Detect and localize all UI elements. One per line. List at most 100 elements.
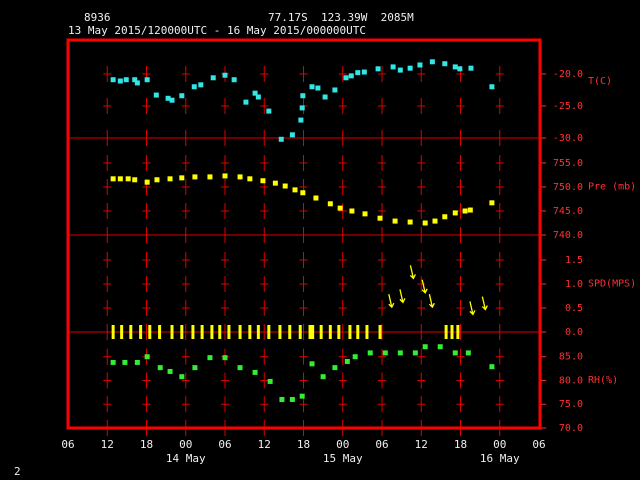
y-tick-label: 750.0 bbox=[553, 182, 583, 193]
data-point bbox=[313, 195, 319, 201]
y-tick-label: 80.0 bbox=[559, 375, 583, 386]
wind-arrow bbox=[421, 279, 428, 294]
data-point bbox=[417, 62, 423, 68]
wind-arrow bbox=[409, 265, 416, 280]
calm-marker bbox=[356, 325, 360, 339]
data-point bbox=[110, 359, 116, 365]
data-point bbox=[144, 179, 150, 185]
calm-marker bbox=[200, 325, 204, 339]
y-axis-label: Pre (mb) bbox=[588, 182, 636, 193]
calm-marker bbox=[120, 325, 124, 339]
calm-marker bbox=[170, 325, 174, 339]
data-point bbox=[343, 75, 349, 81]
date-label: 14 May bbox=[166, 452, 206, 465]
y-tick-label: 0.0 bbox=[565, 327, 583, 338]
y-tick-label: 70.0 bbox=[559, 423, 583, 434]
data-point bbox=[327, 201, 333, 207]
calm-marker bbox=[444, 325, 448, 339]
data-point bbox=[468, 65, 474, 71]
date-label: 15 May bbox=[323, 452, 363, 465]
data-point bbox=[222, 173, 228, 179]
data-point bbox=[489, 364, 495, 370]
data-point bbox=[349, 208, 355, 214]
data-point bbox=[375, 66, 381, 72]
wind-arrow bbox=[481, 296, 488, 311]
calm-marker bbox=[456, 325, 460, 339]
data-point bbox=[167, 176, 173, 182]
data-point bbox=[198, 82, 204, 88]
data-point bbox=[362, 211, 368, 217]
x-tick-label: 18 bbox=[140, 438, 153, 451]
data-point bbox=[465, 350, 471, 356]
data-point bbox=[252, 90, 258, 96]
x-tick-label: 06 bbox=[218, 438, 231, 451]
x-tick-label: 12 bbox=[101, 438, 114, 451]
data-point bbox=[154, 177, 160, 183]
data-point bbox=[322, 94, 328, 100]
calm-marker bbox=[139, 325, 143, 339]
wind-arrow bbox=[388, 294, 395, 309]
calm-marker bbox=[256, 325, 260, 339]
calm-marker bbox=[319, 325, 323, 339]
x-tick-label: 00 bbox=[493, 438, 506, 451]
data-point bbox=[437, 344, 443, 350]
y-tick-label: 1.0 bbox=[565, 279, 583, 290]
data-point bbox=[117, 176, 123, 182]
data-point bbox=[237, 365, 243, 371]
y-tick-label: 85.0 bbox=[559, 352, 583, 363]
calm-marker bbox=[248, 325, 252, 339]
calm-marker bbox=[348, 325, 352, 339]
data-point bbox=[377, 215, 383, 221]
data-point bbox=[165, 95, 171, 101]
calm-marker bbox=[311, 325, 315, 339]
data-point bbox=[442, 214, 448, 220]
data-point bbox=[260, 178, 266, 184]
calm-marker bbox=[148, 325, 152, 339]
x-tick-label: 18 bbox=[454, 438, 467, 451]
data-point bbox=[222, 355, 228, 361]
data-point bbox=[157, 365, 163, 371]
y-tick-label: 1.5 bbox=[565, 255, 583, 266]
wind-arrow bbox=[428, 294, 435, 309]
data-point bbox=[289, 132, 295, 138]
y-tick-label: 755.0 bbox=[553, 158, 583, 169]
date-label: 16 May bbox=[480, 452, 520, 465]
data-point bbox=[243, 99, 249, 105]
data-point bbox=[279, 396, 285, 402]
data-point bbox=[367, 350, 373, 356]
data-point bbox=[382, 350, 388, 356]
data-point bbox=[282, 183, 288, 189]
data-point bbox=[407, 219, 413, 225]
data-point bbox=[344, 358, 350, 364]
y-tick-label: 75.0 bbox=[559, 399, 583, 410]
calm-marker bbox=[328, 325, 332, 339]
y-tick-label: 0.5 bbox=[565, 303, 583, 314]
data-point bbox=[192, 365, 198, 371]
data-point bbox=[422, 220, 428, 226]
x-tick-label: 12 bbox=[258, 438, 271, 451]
data-point bbox=[207, 174, 213, 180]
frame bbox=[66, 38, 542, 430]
data-point bbox=[210, 75, 216, 81]
y-axis-label: T(C) bbox=[588, 76, 612, 87]
calm-marker bbox=[337, 325, 341, 339]
data-point bbox=[300, 93, 306, 99]
data-point bbox=[457, 66, 463, 72]
data-point bbox=[292, 187, 298, 193]
y-axis-label: SPD(MPS) bbox=[588, 279, 636, 290]
data-point bbox=[299, 105, 305, 111]
calm-marker bbox=[238, 325, 242, 339]
data-point bbox=[397, 350, 403, 356]
calm-marker bbox=[180, 325, 184, 339]
plot: 06 12 18 00 06 12 18 00 06 12 18 00 06 14 May 15 May 16… bbox=[61, 59, 636, 465]
calm-marker bbox=[111, 325, 115, 339]
data-point bbox=[231, 77, 237, 83]
wind-arrow bbox=[399, 289, 406, 304]
data-point bbox=[337, 205, 343, 211]
x-tick-label: 00 bbox=[336, 438, 349, 451]
data-point bbox=[390, 64, 396, 70]
x-tick-label: 00 bbox=[179, 438, 192, 451]
data-point bbox=[407, 65, 413, 71]
data-point bbox=[309, 361, 315, 367]
station-location: 77.17S 123.39W 2085M bbox=[268, 11, 414, 24]
